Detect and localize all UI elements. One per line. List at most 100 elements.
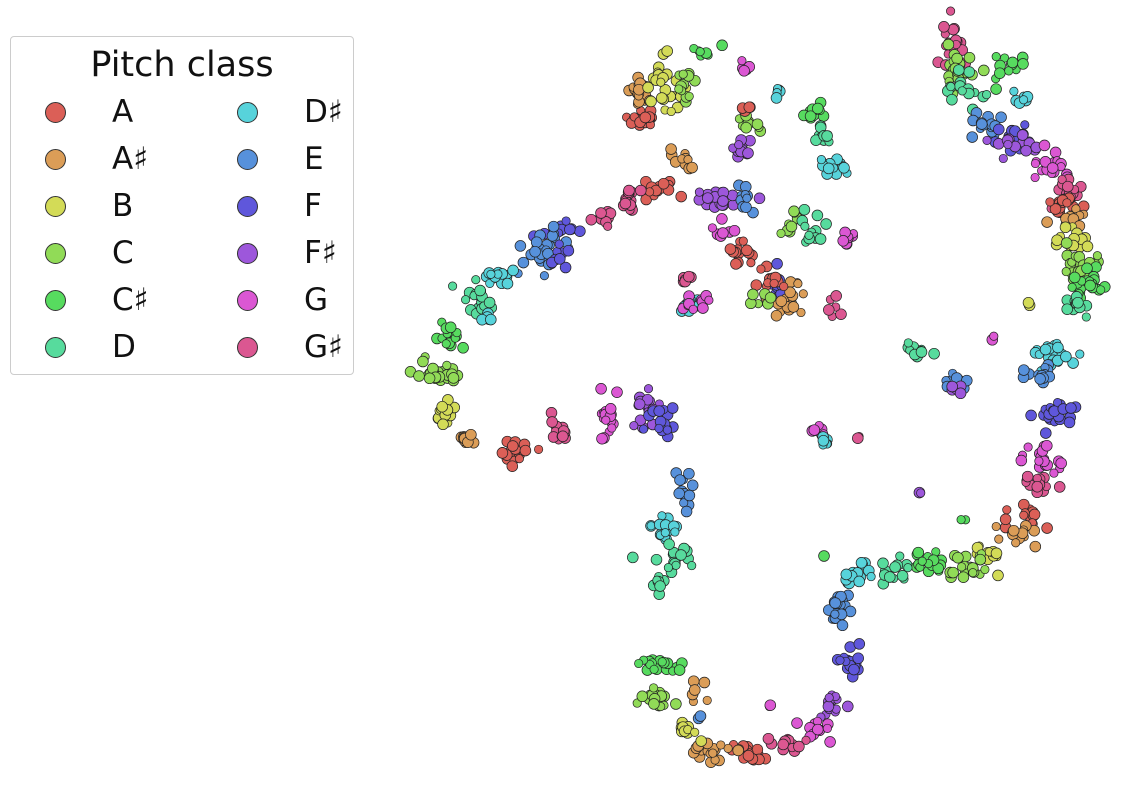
scatter-point	[448, 281, 458, 291]
scatter-point	[884, 571, 896, 583]
legend-title: Pitch class	[90, 45, 274, 85]
scatter-point	[836, 619, 849, 632]
scatter-point	[413, 370, 425, 382]
scatter-point	[928, 347, 940, 360]
scatter-point	[738, 236, 748, 246]
scatter-point	[716, 213, 728, 225]
scatter-point	[746, 258, 756, 268]
scatter-point	[954, 387, 967, 400]
scatter-point	[770, 92, 783, 104]
scatter-point	[675, 190, 687, 203]
scatter-point	[777, 738, 789, 751]
scatter-point	[666, 106, 676, 117]
scatter-point	[952, 551, 964, 564]
legend-label: B	[112, 188, 134, 224]
scatter-point	[483, 296, 496, 309]
scatter-point	[740, 121, 752, 134]
scatter-point	[717, 227, 729, 239]
scatter-point	[471, 275, 481, 285]
scatter-point	[643, 384, 654, 394]
scatter-point	[877, 557, 889, 570]
legend-entry: D♯	[237, 94, 343, 130]
scatter-point	[771, 258, 783, 270]
scatter-point	[680, 505, 693, 518]
scatter-point	[779, 281, 789, 292]
legend-swatch	[45, 101, 66, 123]
scatter-point	[938, 21, 950, 33]
scatter-point	[1065, 402, 1077, 414]
scatter-point	[653, 405, 665, 417]
scatter-point	[842, 700, 854, 713]
scatter-point	[1015, 454, 1028, 467]
scatter-point	[662, 425, 672, 435]
scatter-point	[585, 213, 598, 226]
scatter-point	[1055, 457, 1067, 469]
scatter-point	[1021, 470, 1034, 483]
scatter-point	[1059, 221, 1072, 234]
scatter-point	[673, 487, 685, 500]
scatter-point	[695, 735, 707, 747]
scatter-point	[633, 398, 646, 410]
scatter-point	[785, 220, 798, 233]
scatter-point	[649, 664, 659, 674]
scatter-point	[417, 355, 429, 368]
scatter-point	[798, 203, 811, 216]
scatter-point	[519, 444, 532, 457]
scatter-point	[559, 261, 572, 274]
scatter-point	[982, 90, 992, 100]
scatter-point	[603, 221, 613, 231]
scatter-point	[1061, 303, 1073, 315]
scatter-point	[976, 118, 988, 130]
scatter-point	[814, 233, 827, 245]
scatter-point	[963, 51, 976, 64]
scatter-point	[1022, 296, 1035, 309]
scatter-point	[686, 479, 699, 492]
scatter-point	[674, 474, 686, 486]
scatter-point	[812, 102, 824, 115]
scatter-point	[796, 307, 806, 318]
scatter-point	[1040, 427, 1052, 439]
scatter-point	[678, 69, 688, 79]
scatter-point	[423, 372, 436, 385]
scatter-point	[1049, 468, 1059, 478]
scatter-point	[1009, 86, 1019, 96]
legend-swatch	[45, 148, 66, 170]
scatter-point	[903, 563, 913, 573]
scatter-point	[649, 683, 659, 693]
scatter-point	[723, 743, 733, 753]
scatter-point	[629, 421, 639, 431]
scatter-point	[1067, 357, 1079, 369]
scatter-point	[1018, 498, 1030, 511]
scatter-point	[648, 698, 660, 710]
scatter-point	[1081, 312, 1091, 322]
scatter-point	[507, 264, 519, 277]
legend-label: G♯	[304, 329, 344, 365]
scatter-point	[1084, 279, 1096, 292]
scatter-point	[661, 45, 673, 57]
scatter-point	[1060, 237, 1073, 249]
scatter-point	[623, 184, 635, 197]
scatter-point	[946, 6, 956, 16]
scatter-point	[1025, 409, 1037, 422]
scatter-point	[539, 271, 549, 281]
scatter-point	[821, 130, 833, 142]
scatter-point	[437, 418, 449, 431]
legend-swatch	[45, 336, 66, 358]
scatter-point	[978, 64, 990, 77]
scatter-point	[690, 727, 700, 737]
scatter-point	[1039, 156, 1052, 168]
scatter-point	[1017, 58, 1029, 70]
scatter-point	[1019, 95, 1029, 105]
scatter-point	[1092, 251, 1102, 261]
scatter-point	[646, 521, 656, 531]
legend-label: C	[112, 235, 134, 271]
scatter-point	[732, 744, 744, 757]
scatter-point	[801, 735, 811, 745]
legend-swatch	[45, 289, 66, 311]
scatter-point	[1034, 373, 1046, 385]
scatter-point	[702, 192, 714, 204]
scatter-point	[634, 658, 644, 669]
scatter-point	[1046, 162, 1059, 174]
scatter-point	[991, 52, 1001, 62]
scatter-point	[1049, 203, 1062, 215]
